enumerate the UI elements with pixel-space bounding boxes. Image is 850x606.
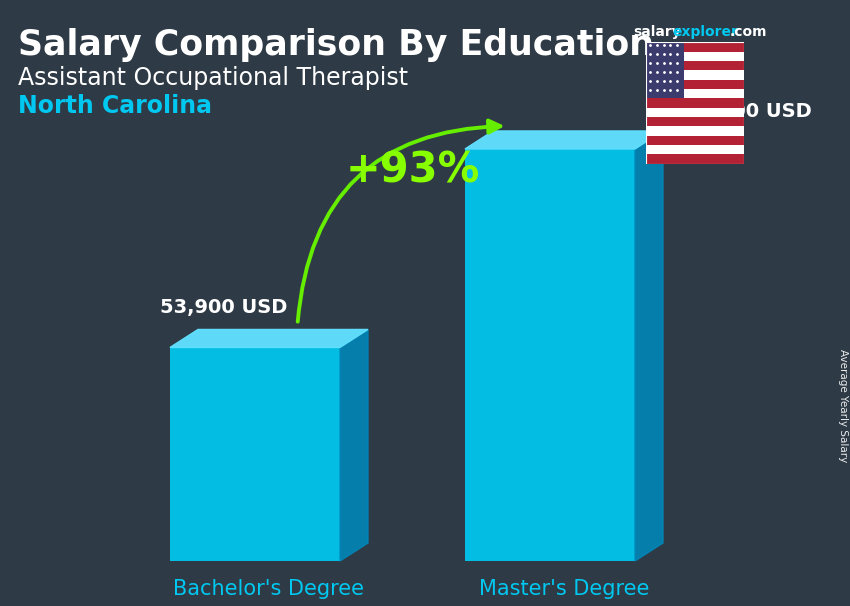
Bar [646, 52, 744, 61]
Polygon shape [340, 330, 368, 561]
Text: Average Yearly Salary: Average Yearly Salary [838, 350, 848, 462]
Bar [646, 145, 744, 155]
Bar [646, 80, 744, 89]
Bar [646, 61, 744, 70]
Text: 104,000 USD: 104,000 USD [671, 102, 812, 121]
Text: +93%: +93% [345, 149, 479, 191]
Bar [646, 70, 744, 80]
Text: Bachelor's Degree: Bachelor's Degree [173, 579, 365, 599]
FancyBboxPatch shape [170, 347, 340, 561]
Bar [646, 89, 744, 98]
Polygon shape [465, 131, 663, 149]
Text: .com: .com [730, 25, 768, 39]
Bar [646, 42, 683, 98]
Bar [646, 155, 744, 164]
Text: North Carolina: North Carolina [18, 94, 212, 118]
Text: explorer: explorer [672, 25, 738, 39]
Bar [646, 42, 744, 52]
Bar [646, 117, 744, 126]
Polygon shape [170, 330, 368, 347]
Bar [646, 98, 744, 108]
Text: Assistant Occupational Therapist: Assistant Occupational Therapist [18, 66, 408, 90]
Text: 53,900 USD: 53,900 USD [160, 298, 287, 318]
Text: Salary Comparison By Education: Salary Comparison By Education [18, 28, 654, 62]
FancyBboxPatch shape [465, 149, 635, 561]
Bar [646, 108, 744, 117]
Bar [646, 126, 744, 136]
Polygon shape [635, 131, 663, 561]
Text: Master's Degree: Master's Degree [479, 579, 649, 599]
Bar [646, 136, 744, 145]
Text: salary: salary [633, 25, 681, 39]
